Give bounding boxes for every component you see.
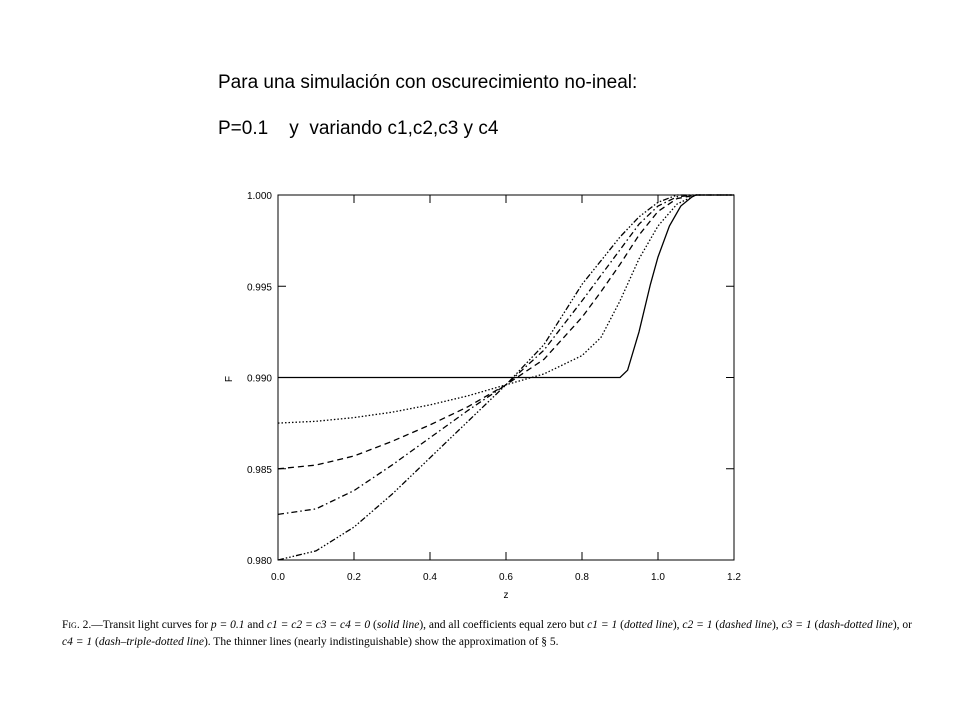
caption-c4: c4 = 1 xyxy=(62,636,93,648)
y-tick-label: 0.980 xyxy=(247,556,272,567)
x-tick-label: 1.2 xyxy=(727,572,741,583)
caption-or: , or xyxy=(896,619,912,631)
x-tick-label: 0.2 xyxy=(347,572,361,583)
caption-part2: ), and all coefficients equal zero but xyxy=(419,619,588,631)
caption-c-eq: c1 = c2 = c3 = c4 = 0 xyxy=(266,619,371,631)
curve-dash-triple-dotted xyxy=(277,194,734,561)
caption-c2: c2 = 1 xyxy=(682,619,713,631)
caption-solid: solid line xyxy=(376,619,420,631)
x-tick-label: 1.0 xyxy=(651,572,665,583)
caption-dashed: dashed line xyxy=(719,619,772,631)
figure-caption: Fig. 2.—Transit light curves for p = 0.1… xyxy=(62,619,912,648)
x-tick-label: 0.8 xyxy=(575,572,589,583)
y-axis-label: F xyxy=(224,376,235,382)
caption-p-eq: p = 0.1 xyxy=(210,619,245,631)
caption-dashdotted: dash-dotted line xyxy=(818,619,893,631)
x-tick-label: 0.0 xyxy=(271,572,285,583)
curves xyxy=(277,194,734,561)
x-tick-label: 0.6 xyxy=(499,572,513,583)
caption-c1: c1 = 1 xyxy=(587,619,618,631)
caption-and: and xyxy=(244,619,267,631)
y-tick-label: 1.000 xyxy=(247,191,272,202)
y-tick-label: 0.995 xyxy=(247,282,272,293)
slide-heading: Para una simulación con oscurecimiento n… xyxy=(218,72,638,93)
caption-fig-label: Fig. 2. xyxy=(62,619,92,631)
caption-dotted: dotted line xyxy=(623,619,673,631)
slide-subheading: P=0.1 y variando c1,c2,c3 y c4 xyxy=(218,118,499,139)
curve-dash-dotted xyxy=(277,194,734,516)
caption-dashtriple: dash–triple-dotted line xyxy=(98,636,204,648)
x-axis-label: z xyxy=(504,590,509,601)
curve-solid xyxy=(278,194,734,379)
y-tick-label: 0.985 xyxy=(247,465,272,476)
axis-ticks: 0.0 0.2 0.4 0.6 0.8 1.0 1.2 0.980 0.985 0.990 0.99… xyxy=(247,191,741,583)
caption-part3: ). The thinner lines (nearly indistingui… xyxy=(203,636,559,648)
caption-part1: —Transit light curves for xyxy=(91,619,211,631)
curve-dashed xyxy=(277,194,734,470)
curve-dotted xyxy=(277,194,734,424)
y-tick-label: 0.990 xyxy=(247,374,272,385)
x-tick-label: 0.4 xyxy=(423,572,437,583)
caption-c3: c3 = 1 xyxy=(781,619,812,631)
